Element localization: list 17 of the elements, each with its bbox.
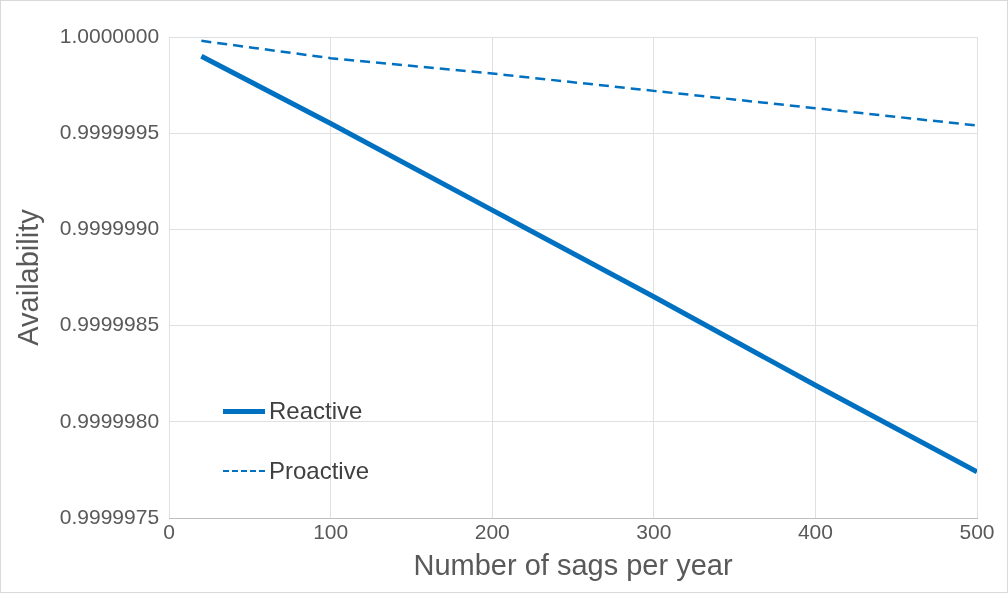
x-tick-label: 0 [163,520,175,544]
x-tick-label: 100 [313,520,349,544]
y-tick-label: 0.9999975 [59,504,160,528]
x-tick-label: 300 [636,520,672,544]
y-tick-label: 0.9999985 [59,312,160,336]
legend-label: Proactive [269,457,370,485]
x-tick-label: 400 [797,520,833,544]
y-tick-label: 0.9999980 [59,408,160,432]
y-tick-label: 1.0000000 [59,23,160,47]
y-axis-title: Availability [12,208,45,346]
x-tick-label: 200 [474,520,510,544]
y-tick-label: 0.9999990 [59,216,160,240]
line-series [200,39,977,127]
legend-label: Reactive [269,397,363,425]
x-tick-label: 500 [959,520,995,544]
y-tick-label: 0.9999995 [59,120,160,143]
x-axis-title: Number of sags per year [413,548,733,581]
